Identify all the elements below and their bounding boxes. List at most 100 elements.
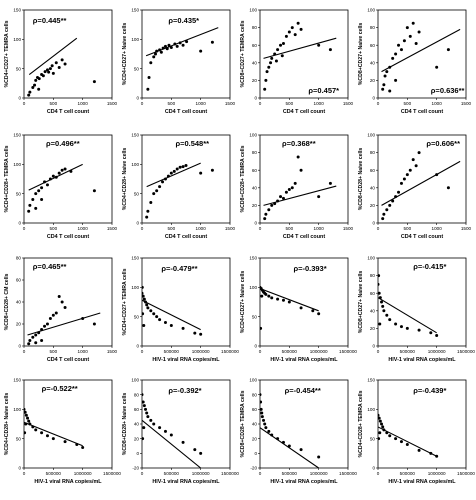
data-point <box>169 433 173 437</box>
y-tick-label: 150 <box>131 133 139 138</box>
data-point <box>264 78 268 82</box>
data-point <box>34 206 38 210</box>
x-axis-label: CD4 T cell count <box>401 109 443 115</box>
data-point <box>193 448 197 452</box>
data-point <box>24 407 26 411</box>
data-point <box>34 341 38 345</box>
data-point <box>178 165 182 169</box>
x-tick-label: 0 <box>377 471 380 476</box>
y-tick-label: 100 <box>13 37 21 42</box>
data-point <box>399 48 403 52</box>
data-point <box>446 48 450 52</box>
x-tick-label: 1000000 <box>428 471 446 476</box>
y-tick-label: 20 <box>16 322 22 327</box>
data-points <box>381 21 461 93</box>
data-point <box>299 27 303 31</box>
data-point <box>299 306 303 310</box>
x-tick-label: 1500000 <box>103 471 121 476</box>
plot-frame <box>377 9 467 99</box>
trend-line <box>381 160 461 206</box>
plot-frame <box>23 379 113 469</box>
y-axis-label: %CD4+CD28+ Naive cells <box>122 148 128 211</box>
data-point <box>210 40 214 44</box>
y-axis-label: %CD4+CD27+ TEMRA cells <box>4 20 10 87</box>
data-point <box>181 440 185 444</box>
data-point <box>145 411 149 415</box>
x-tick-label: 500000 <box>400 471 416 476</box>
x-tick-label: 500000 <box>164 471 180 476</box>
data-point <box>163 44 167 48</box>
data-point <box>287 188 291 192</box>
x-axis-label: CD4 T cell count <box>47 109 89 115</box>
data-point <box>92 322 96 326</box>
data-point <box>260 393 262 397</box>
y-tick-label: 100 <box>131 162 139 167</box>
data-point <box>264 292 268 296</box>
data-point <box>45 183 49 187</box>
x-tick-label: 1000 <box>78 349 89 354</box>
data-points <box>27 163 96 213</box>
data-point <box>405 326 409 330</box>
data-point <box>28 203 32 207</box>
data-point <box>146 306 150 310</box>
data-points <box>145 162 214 219</box>
x-tick-label: 1000 <box>196 226 207 231</box>
data-point <box>155 189 159 193</box>
data-point <box>158 426 162 430</box>
data-point <box>394 437 398 441</box>
plot-frame <box>259 134 349 224</box>
data-point <box>175 167 179 171</box>
y-tick-label: 0 <box>254 96 257 101</box>
y-tick-label: 40 <box>16 300 22 305</box>
trend-line <box>263 37 337 59</box>
data-point <box>34 428 38 432</box>
data-point <box>199 49 203 53</box>
y-tick-label: 0 <box>136 344 139 349</box>
x-tick-label: 0 <box>259 471 262 476</box>
data-point <box>265 70 269 74</box>
trend-line <box>381 28 461 73</box>
data-point <box>199 171 203 175</box>
data-point <box>378 437 381 441</box>
data-point <box>417 30 421 34</box>
data-point <box>40 198 44 202</box>
x-tick-label: 1000000 <box>74 471 92 476</box>
y-tick-label: 60 <box>252 407 258 412</box>
data-point <box>378 322 382 326</box>
data-point <box>37 189 41 193</box>
data-point <box>378 291 381 295</box>
data-point <box>402 177 406 181</box>
data-point <box>267 65 271 69</box>
data-point <box>417 151 421 155</box>
data-point <box>145 303 149 307</box>
correlation-label: ρ=-0.439* <box>413 386 446 395</box>
y-tick-label: 80 <box>370 25 376 30</box>
data-point <box>31 198 35 202</box>
y-tick-label: 40 <box>134 422 140 427</box>
x-tick-label: 0 <box>377 349 380 354</box>
data-point <box>63 306 67 309</box>
data-points <box>145 27 219 91</box>
data-point <box>45 322 49 326</box>
y-axis-label: %CD8+CD28+ TEMRA cells <box>240 145 246 212</box>
data-point <box>24 410 27 414</box>
data-point <box>159 50 163 54</box>
data-point <box>267 429 271 433</box>
data-point <box>270 296 274 300</box>
plot-frame <box>377 257 467 347</box>
data-point <box>382 309 386 313</box>
x-tick-label: 1500 <box>461 101 472 106</box>
x-tick-label: 500 <box>285 226 293 231</box>
data-points <box>142 285 203 336</box>
data-point <box>263 422 267 426</box>
y-tick-label: -20 <box>132 466 139 471</box>
data-point <box>429 331 433 335</box>
plot-frame <box>141 9 231 99</box>
data-point <box>54 311 58 315</box>
y-tick-label: 0 <box>372 466 375 471</box>
correlation-label: ρ=-0.479** <box>161 264 197 273</box>
y-tick-label: 100 <box>131 378 139 383</box>
